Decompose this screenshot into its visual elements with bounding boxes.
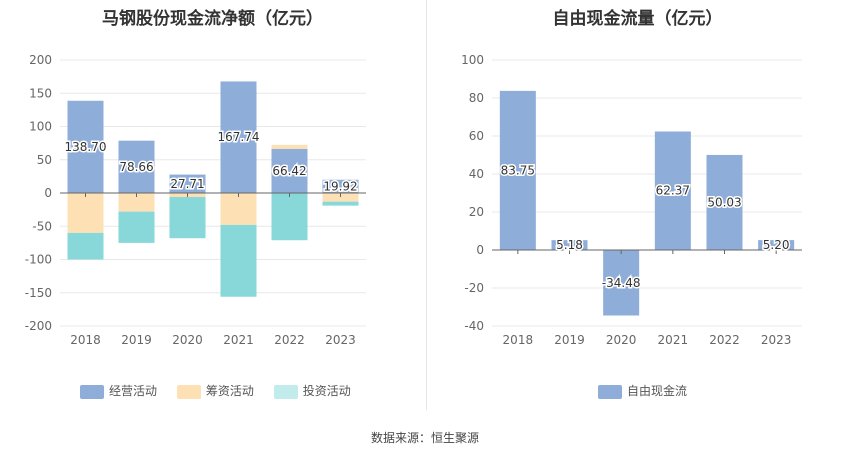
- legend-swatch-financing: [176, 384, 201, 399]
- legend-swatch-operating: [80, 384, 104, 399]
- y-tick-label-1: 100: [461, 53, 484, 67]
- bar-1-0-2021: [654, 131, 691, 250]
- x-tick-label-0: 2021: [223, 333, 254, 347]
- bar-1-0-2018: [499, 90, 536, 250]
- bar-0-2-2020: [169, 196, 206, 239]
- legend-label-financing: 筹资活动: [205, 384, 254, 398]
- legend-item-investing[interactable]: 投资活动: [273, 382, 351, 399]
- y-tick-label-0: -200: [25, 319, 52, 333]
- bar-0-2-2022: [271, 193, 308, 241]
- bar-0-2-2021: [220, 224, 257, 297]
- y-tick-label-0: 200: [29, 53, 52, 67]
- data-label-1-2021: 62.37: [656, 184, 690, 198]
- data-label-0-2019: 78.66: [119, 160, 153, 174]
- y-tick-label-0: 100: [29, 120, 52, 134]
- y-tick-label-1: -40: [464, 319, 484, 333]
- data-label-0-2022: 66.42: [272, 164, 306, 178]
- bar-0-0-2023: [322, 179, 359, 193]
- bar-0-2-2019: [118, 211, 155, 243]
- bar-1-0-2019: [551, 240, 588, 250]
- y-tick-label-1: 0: [476, 243, 484, 257]
- y-tick-label-0: -100: [25, 253, 52, 267]
- data-label-1-2023: 5.20: [763, 238, 790, 252]
- y-tick-label-1: 40: [469, 167, 484, 181]
- legend-item-financing[interactable]: 筹资活动: [176, 382, 254, 399]
- bar-0-0-2022: [271, 148, 308, 193]
- y-tick-label-1: 80: [469, 91, 484, 105]
- y-tick-label-1: -20: [464, 281, 484, 295]
- data-label-1-2018: 83.75: [501, 163, 535, 177]
- legend-item-operating[interactable]: 经营活动: [80, 382, 157, 399]
- x-tick-label-1: 2019: [554, 333, 585, 347]
- data-label-0-2021: 167.74: [218, 130, 260, 144]
- x-tick-label-0: 2019: [121, 333, 152, 347]
- chart-title-cash-flow: 马钢股份现金流净额（亿元）: [102, 9, 323, 29]
- legend-swatch-free-cash-flow: [598, 384, 622, 399]
- data-source: 数据来源：恒生聚源: [370, 431, 479, 445]
- data-label-1-2022: 50.03: [707, 195, 741, 209]
- y-tick-label-0: -150: [25, 286, 52, 300]
- bar-0-0-2018: [67, 100, 104, 193]
- chart-title-free-cash-flow: 自由现金流量（亿元）: [552, 9, 723, 29]
- bar-0-1-2019: [118, 193, 155, 212]
- x-tick-label-0: 2023: [325, 333, 356, 347]
- y-tick-label-0: 0: [44, 186, 52, 200]
- bar-0-2-2018: [67, 232, 104, 260]
- x-tick-label-1: 2021: [658, 333, 689, 347]
- bar-0-0-2020: [169, 174, 206, 193]
- data-label-1-2020: -34.48: [602, 276, 641, 290]
- legend-label-investing: 投资活动: [302, 384, 351, 398]
- x-tick-label-1: 2018: [503, 333, 534, 347]
- x-tick-label-1: 2022: [709, 333, 740, 347]
- x-tick-label-1: 2020: [606, 333, 637, 347]
- x-tick-label-0: 2018: [70, 333, 101, 347]
- x-tick-label-0: 2022: [274, 333, 305, 347]
- legend-cash-flow: 经营活动 筹资活动 投资活动: [80, 382, 367, 399]
- legend-swatch-investing: [273, 384, 298, 399]
- bar-0-1-2018: [67, 193, 104, 233]
- bar-1-0-2022: [706, 154, 743, 250]
- bar-0-1-2023: [322, 193, 359, 202]
- data-label-0-2020: 27.71: [170, 177, 204, 191]
- y-tick-label-1: 60: [469, 129, 484, 143]
- bar-0-1-2021: [220, 193, 257, 225]
- data-label-1-2019: 5.18: [556, 238, 583, 252]
- y-tick-label-0: 50: [37, 153, 52, 167]
- bar-1-0-2023: [758, 240, 795, 250]
- legend-label-free-cash-flow: 自由现金流: [627, 384, 688, 398]
- legend-item-free-cash-flow[interactable]: 自由现金流: [598, 382, 687, 399]
- bar-0-1-2022: [271, 144, 308, 149]
- bar-0-0-2021: [220, 81, 257, 193]
- data-label-0-2018: 138.70: [65, 140, 107, 154]
- panel-divider: [426, 0, 427, 410]
- legend-label-operating: 经营活动: [109, 384, 158, 398]
- y-tick-label-0: -50: [32, 219, 52, 233]
- x-tick-label-0: 2020: [172, 333, 203, 347]
- x-tick-label-1: 2023: [761, 333, 792, 347]
- legend-free-cash-flow: 自由现金流: [598, 382, 703, 399]
- y-tick-label-1: 20: [469, 205, 484, 219]
- bar-0-2-2023: [322, 201, 359, 206]
- y-tick-label-0: 150: [29, 86, 52, 100]
- bar-1-0-2020: [603, 250, 640, 316]
- bar-0-0-2019: [118, 140, 155, 193]
- data-label-0-2023: 19.92: [323, 179, 357, 193]
